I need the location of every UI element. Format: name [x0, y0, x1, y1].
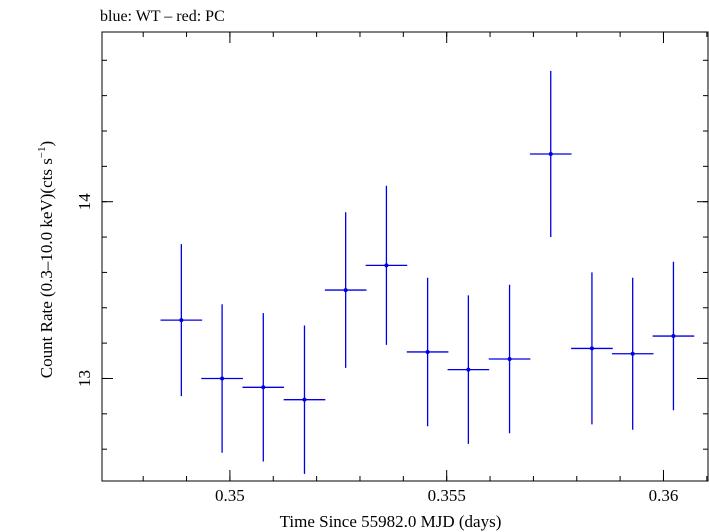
data-point [611, 277, 654, 430]
plot-frame [101, 31, 709, 482]
data-marker [261, 385, 266, 390]
data-point [488, 284, 531, 434]
x-tick-label: 0.36 [649, 486, 679, 505]
x-tick-label: 0.35 [215, 486, 245, 505]
data-marker [466, 367, 471, 372]
y-axis-label-close: ) [37, 141, 56, 147]
data-point [160, 244, 203, 397]
y-axis-label: Count Rate (0.3–10.0 keV)(cts s−1) [36, 141, 56, 378]
axis-tick-labels: 0.35 0.355 0.36 13 14 [75, 193, 678, 505]
data-point [571, 272, 613, 425]
data-point [406, 277, 449, 427]
data-point [529, 70, 572, 238]
data-marker [671, 334, 676, 339]
data-marker [343, 288, 348, 293]
data-point [201, 304, 243, 453]
data-points [160, 70, 695, 474]
data-marker [548, 151, 553, 156]
x-axis-label: Time Since 55982.0 MJD (days) [280, 512, 502, 531]
data-marker [507, 357, 512, 362]
y-tick-label: 13 [75, 370, 94, 387]
y-axis-label-main: Count Rate (0.3–10.0 keV)(cts s [37, 158, 56, 378]
data-marker [302, 397, 307, 402]
data-point [652, 261, 695, 411]
data-point [324, 212, 367, 368]
data-marker [220, 376, 225, 381]
chart-title: blue: WT – red: PC [100, 8, 225, 25]
x-tick-label: 0.355 [428, 486, 466, 505]
y-tick-label: 14 [75, 193, 94, 211]
data-marker [630, 351, 635, 356]
data-marker [589, 346, 594, 351]
y-axis-label-superscript: −1 [36, 146, 48, 158]
data-point [242, 313, 285, 462]
data-point [283, 325, 326, 474]
data-marker [425, 349, 430, 354]
data-point [365, 185, 408, 345]
data-marker [384, 263, 389, 268]
data-point [447, 295, 490, 444]
axis-ticks [102, 32, 708, 481]
data-marker [179, 318, 184, 323]
